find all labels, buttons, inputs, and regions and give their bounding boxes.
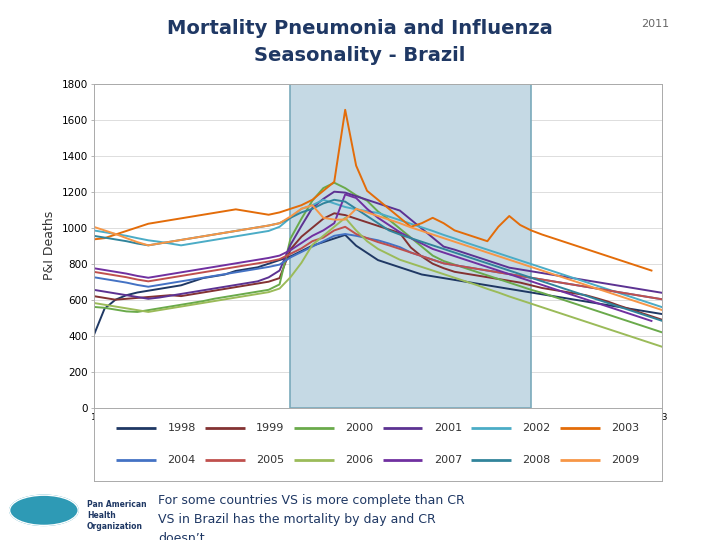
Text: Health: Health	[87, 511, 115, 520]
Text: Seasonality - Brazil: Seasonality - Brazil	[254, 46, 466, 65]
Text: 2004: 2004	[168, 455, 196, 465]
Y-axis label: P&I Deaths: P&I Deaths	[43, 211, 56, 280]
Circle shape	[9, 495, 78, 525]
Text: Pan American: Pan American	[87, 501, 146, 509]
Text: 2002: 2002	[523, 423, 551, 433]
Text: 2003: 2003	[611, 423, 639, 433]
Text: 2007: 2007	[433, 455, 462, 465]
Text: 2000: 2000	[345, 423, 373, 433]
Text: 2001: 2001	[433, 423, 462, 433]
Text: Mortality Pneumonia and Influenza: Mortality Pneumonia and Influenza	[167, 19, 553, 38]
Text: doesn’t: doesn’t	[158, 532, 205, 540]
Text: Organization: Organization	[87, 522, 143, 531]
Text: VS in Brazil has the mortality by day and CR: VS in Brazil has the mortality by day an…	[158, 513, 436, 526]
Text: 2008: 2008	[523, 455, 551, 465]
Text: 2009: 2009	[611, 455, 639, 465]
Bar	[290, 84, 531, 408]
Text: 2005: 2005	[256, 455, 284, 465]
Text: 2006: 2006	[345, 455, 373, 465]
Text: 2011: 2011	[642, 19, 670, 29]
Text: For some countries VS is more complete than CR: For some countries VS is more complete t…	[158, 494, 465, 507]
Text: 1999: 1999	[256, 423, 284, 433]
Text: 1998: 1998	[168, 423, 196, 433]
